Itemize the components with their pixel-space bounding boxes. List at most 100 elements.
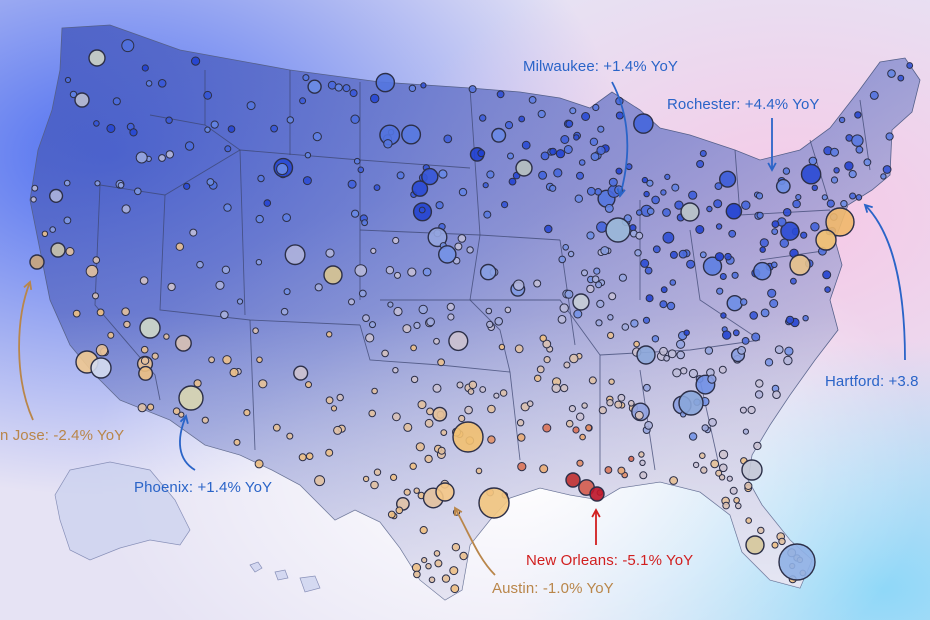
- city-bubble: [305, 381, 312, 389]
- city-bubble: [121, 307, 130, 317]
- city-bubble: [441, 574, 451, 583]
- city-bubble: [855, 145, 864, 154]
- arrow-milwaukee-head: [616, 188, 626, 198]
- city-bubble: [775, 178, 791, 194]
- city-bubble: [688, 368, 699, 379]
- city-bubble: [608, 292, 617, 301]
- city-bubble: [325, 248, 335, 258]
- city-bubble: [559, 303, 569, 313]
- city-bubble: [392, 236, 400, 245]
- city-bubble: [755, 379, 764, 388]
- city-bubble: [485, 307, 493, 315]
- city-bubble: [314, 283, 323, 292]
- city-bubble: [433, 337, 440, 345]
- city-bubble: [387, 510, 396, 519]
- city-bubble: [784, 346, 794, 356]
- city-bubble: [233, 438, 241, 446]
- city-bubble: [394, 271, 401, 279]
- city-bubble: [542, 339, 552, 349]
- city-bubble: [538, 170, 548, 180]
- city-bubble: [718, 474, 726, 481]
- city-bubble: [85, 264, 99, 278]
- city-bubble: [336, 393, 344, 402]
- city-bubbles-layer: [29, 39, 914, 594]
- city-bubble: [69, 90, 78, 99]
- city-bubble: [325, 448, 334, 457]
- city-bubble: [222, 355, 232, 365]
- city-bubble: [426, 317, 436, 327]
- city-bubble: [413, 321, 421, 329]
- city-bubble: [725, 202, 743, 220]
- city-bubble: [830, 147, 839, 157]
- city-bubble: [749, 311, 759, 320]
- city-bubble: [411, 180, 429, 197]
- city-bubble: [299, 97, 307, 105]
- city-bubble: [457, 234, 467, 243]
- city-bubble: [448, 330, 469, 352]
- city-bubble: [466, 246, 474, 254]
- city-bubble: [771, 220, 780, 229]
- city-bubble: [528, 96, 537, 104]
- city-bubble: [517, 462, 527, 472]
- city-bubble: [669, 476, 678, 485]
- city-bubble: [576, 412, 585, 421]
- alaska-landmass: [54, 461, 191, 561]
- city-bubble: [880, 173, 887, 180]
- city-bubble: [569, 107, 577, 115]
- city-bubble: [607, 314, 614, 321]
- city-bubble: [353, 157, 361, 165]
- city-bubble: [635, 231, 644, 240]
- callout-milwaukee: Milwaukee: +1.4% YoY: [523, 58, 679, 75]
- city-bubble: [688, 190, 698, 200]
- city-bubble: [151, 352, 159, 360]
- city-bubble: [782, 167, 791, 175]
- city-bubble: [504, 306, 512, 314]
- city-bubble: [674, 200, 684, 210]
- city-bubble: [175, 242, 185, 251]
- city-bubble: [769, 299, 779, 308]
- city-bubble-new-orleans: [589, 486, 605, 502]
- city-bubble: [742, 428, 750, 435]
- city-bubble: [824, 286, 831, 293]
- city-bubble: [672, 368, 682, 378]
- city-bubble: [420, 82, 427, 89]
- city-bubble: [644, 421, 653, 430]
- city-bubble: [774, 345, 784, 355]
- arrow-milwaukee: [611, 81, 629, 197]
- city-bubble: [298, 453, 307, 462]
- city-bubble: [63, 216, 72, 225]
- city-bubble: [424, 454, 433, 464]
- city-bubble: [592, 103, 600, 112]
- city-bubble: [314, 475, 326, 487]
- city-bubble: [785, 315, 795, 325]
- city-bubble: [283, 288, 291, 296]
- city-bubble: [790, 277, 797, 285]
- city-bubble: [699, 251, 707, 259]
- city-bubble: [30, 196, 37, 203]
- city-bubble: [638, 451, 645, 458]
- city-bubble: [354, 264, 368, 277]
- city-bubble: [667, 349, 677, 359]
- city-bubble: [826, 199, 835, 208]
- city-bubble-st-louis: [572, 293, 590, 311]
- city-bubble: [236, 298, 244, 305]
- city-bubble: [755, 192, 764, 200]
- city-bubble: [783, 355, 793, 366]
- city-bubble-chicago: [605, 217, 631, 243]
- city-bubble: [65, 247, 75, 256]
- city-bubble: [403, 488, 411, 496]
- city-bubble: [737, 346, 746, 355]
- city-bubble: [486, 170, 495, 179]
- city-bubble: [383, 139, 393, 149]
- city-bubble: [596, 145, 606, 155]
- city-bubble: [158, 154, 166, 162]
- city-bubble: [897, 74, 905, 82]
- city-bubble: [586, 186, 596, 196]
- city-bubble: [724, 252, 732, 261]
- city-bubble: [370, 480, 379, 490]
- city-bubble: [140, 356, 150, 365]
- city-bubble: [96, 308, 105, 317]
- city-bubble: [779, 238, 789, 248]
- city-bubble: [543, 356, 551, 364]
- city-bubble: [606, 399, 614, 407]
